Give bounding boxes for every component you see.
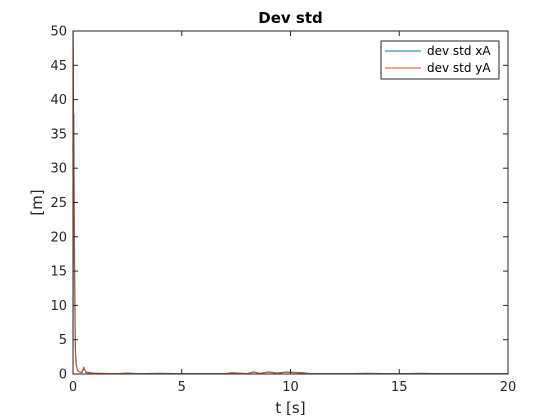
y-tick-label: 30 bbox=[50, 162, 67, 177]
x-tick-label: 15 bbox=[391, 380, 408, 395]
y-tick-label: 15 bbox=[50, 265, 67, 280]
chart-title: Dev std bbox=[258, 9, 322, 27]
legend: dev std xA dev std yA bbox=[380, 40, 500, 80]
legend-box bbox=[380, 40, 500, 80]
y-tick-label: 40 bbox=[50, 93, 67, 108]
legend-label-1: dev std xA bbox=[427, 44, 491, 58]
y-axis-label: [m] bbox=[28, 189, 46, 215]
y-tick-label: 45 bbox=[50, 59, 67, 74]
y-tick-label: 20 bbox=[50, 230, 67, 245]
x-tick-label: 10 bbox=[282, 380, 299, 395]
x-tick-label: 5 bbox=[178, 380, 186, 395]
y-tick-label: 35 bbox=[50, 127, 67, 142]
legend-label-2: dev std yA bbox=[427, 61, 491, 75]
axes-layer: 0 5 10 15 20 0 5 10 15 20 25 30 35 40 45 50 bbox=[50, 25, 516, 396]
y-tick-label: 5 bbox=[59, 333, 67, 348]
x-tick-label: 20 bbox=[500, 380, 517, 395]
y-tick-label: 50 bbox=[50, 25, 67, 40]
y-tick-label: 25 bbox=[50, 196, 67, 211]
y-tick-label: 10 bbox=[50, 299, 67, 314]
x-tick-label: 0 bbox=[69, 380, 77, 395]
y-tick-label: 0 bbox=[59, 368, 67, 383]
plot-area bbox=[73, 31, 508, 374]
x-axis-label: t [s] bbox=[275, 399, 305, 417]
